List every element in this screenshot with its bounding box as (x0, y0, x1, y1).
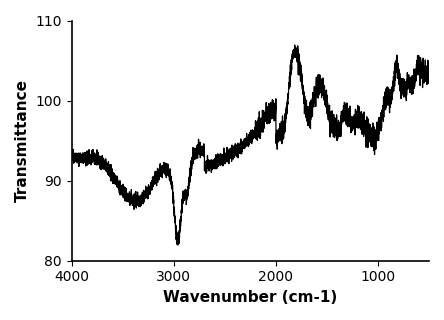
Y-axis label: Transmittance: Transmittance (15, 79, 30, 202)
X-axis label: Wavenumber (cm-1): Wavenumber (cm-1) (163, 290, 337, 305)
